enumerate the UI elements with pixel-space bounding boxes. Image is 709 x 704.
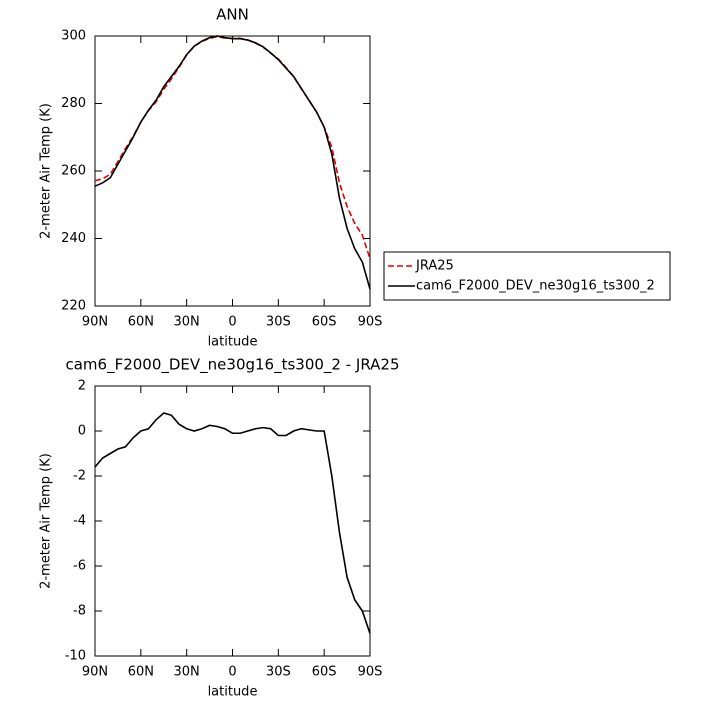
plot-frame <box>94 385 371 657</box>
chart-title: cam6_F2000_DEV_ne30g16_ts300_2 - JRA25 <box>65 356 399 375</box>
y-tick-label: -10 <box>65 649 86 664</box>
data-line <box>94 35 371 259</box>
chart-title: ANN <box>216 6 249 24</box>
x-axis-label: latitude <box>208 685 258 700</box>
y-tick-label: 220 <box>61 299 86 314</box>
x-tick-label: 90S <box>358 665 383 680</box>
x-tick-label: 0 <box>228 315 236 330</box>
data-line <box>94 35 371 290</box>
legend-label: JRA25 <box>415 259 454 274</box>
y-tick-label: 2 <box>78 379 86 394</box>
x-tick-label: 30N <box>174 315 200 330</box>
x-tick-label: 90N <box>82 665 108 680</box>
plot-frame <box>94 35 371 307</box>
data-line <box>94 412 371 634</box>
x-tick-label: 60N <box>128 315 154 330</box>
x-tick-label: 90N <box>82 315 108 330</box>
legend-box <box>383 251 671 301</box>
x-axis-label: latitude <box>208 335 258 350</box>
y-tick-label: 240 <box>61 231 86 246</box>
x-tick-label: 90S <box>358 315 383 330</box>
legend-label: cam6_F2000_DEV_ne30g16_ts300_2 <box>416 279 655 294</box>
x-tick-label: 30N <box>174 665 200 680</box>
y-tick-label: 260 <box>61 164 86 179</box>
x-tick-label: 30S <box>266 665 291 680</box>
x-tick-label: 60N <box>128 665 154 680</box>
x-tick-label: 60S <box>312 315 337 330</box>
y-tick-label: 280 <box>61 96 86 111</box>
y-tick-label: -6 <box>73 559 86 574</box>
x-tick-label: 0 <box>228 665 236 680</box>
x-tick-label: 30S <box>266 315 291 330</box>
x-tick-label: 60S <box>312 665 337 680</box>
y-tick-label: -2 <box>73 469 86 484</box>
y-tick-label: -4 <box>73 514 86 529</box>
y-tick-label: -8 <box>73 604 86 619</box>
y-tick-label: 0 <box>78 424 86 439</box>
y-axis-label: 2-meter Air Temp (K) <box>39 103 54 239</box>
y-axis-label: 2-meter Air Temp (K) <box>39 453 54 589</box>
y-tick-label: 300 <box>61 29 86 44</box>
